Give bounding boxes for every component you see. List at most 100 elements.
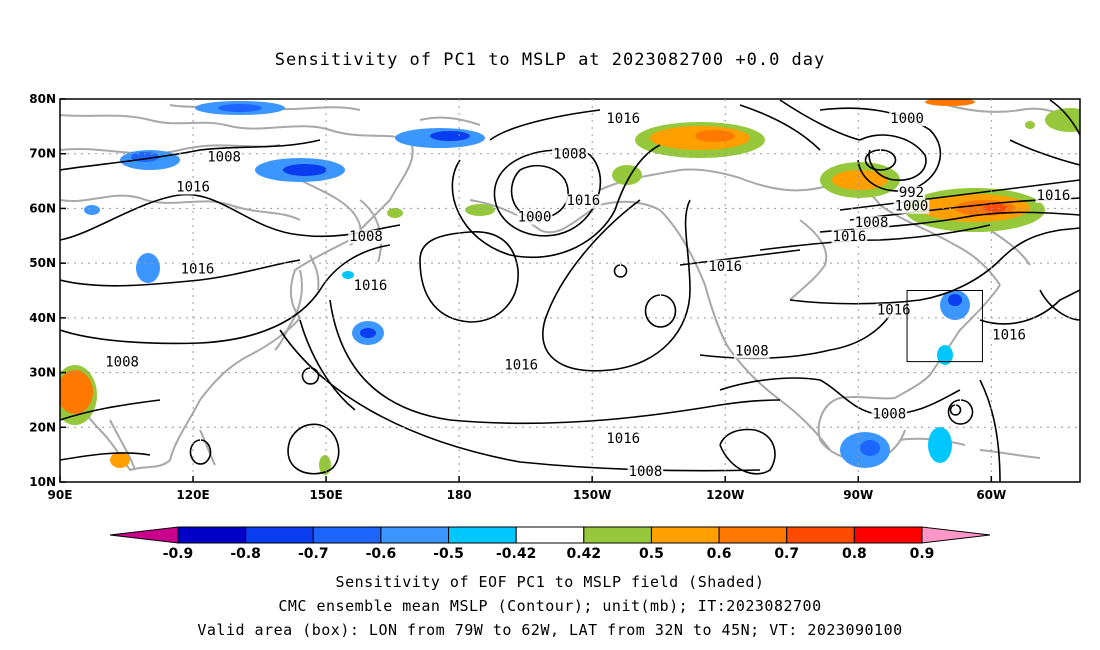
contour-label: 1016	[354, 278, 388, 294]
lat-label: 20N	[29, 420, 56, 434]
contour-label-bg	[889, 112, 925, 127]
lon-label: 180	[447, 488, 472, 502]
latitude-labels: 80N 70N 60N 50N 40N 30N 20N 10N	[29, 92, 66, 489]
contour-label: 1016	[504, 357, 538, 373]
contour-label-bg	[206, 150, 242, 165]
contour-label-bg	[605, 112, 642, 127]
lat-label: 50N	[29, 256, 56, 270]
contour-label-bg	[991, 328, 1027, 343]
contour-label: 1000	[895, 199, 929, 215]
contour-label-bg	[175, 180, 211, 195]
colorbar-swatch	[245, 526, 314, 544]
colorbar-label: -0.8	[230, 546, 261, 562]
colorbar-label: 0.42	[567, 546, 602, 562]
lon-label: 60W	[976, 488, 1006, 502]
caption-line-1: Sensitivity of EOF PC1 to MSLP field (Sh…	[335, 573, 765, 591]
contour-label-bg	[516, 210, 553, 225]
colorbar-swatch	[786, 526, 855, 544]
colorbar-label: -0.9	[163, 546, 194, 562]
colorbar-swatch	[853, 526, 923, 544]
contour-label-bg	[503, 358, 540, 373]
contour-label: 1016	[181, 262, 215, 278]
lon-label: 150E	[309, 488, 342, 502]
caption-line-3: Valid area (box): LON from 79W to 62W, L…	[197, 621, 903, 639]
coastlines	[60, 99, 1080, 472]
colorbar-label: 0.6	[707, 546, 732, 562]
contour-label: 1016	[606, 111, 640, 127]
map-frame	[59, 98, 1081, 483]
contour-label: 1008	[629, 464, 663, 480]
lon-label: 90W	[843, 488, 873, 502]
contour-label: 1008	[349, 229, 383, 245]
contour-label-bg	[853, 216, 890, 231]
contour-label: 1016	[606, 431, 640, 447]
colorbar-label: 0.5	[639, 546, 664, 562]
contour-label-bg	[871, 407, 908, 422]
contour-label-bg	[179, 262, 216, 277]
colorbar-label: 0.8	[842, 546, 867, 562]
contour-label: 1016	[833, 229, 867, 245]
contour-label: 1008	[855, 215, 889, 231]
contour-label-bg	[893, 199, 930, 214]
lat-label: 70N	[29, 147, 56, 161]
contour-label: 1008	[105, 355, 139, 371]
longitude-labels: 90E 120E 150E 180 150W 120W 90W 60W	[48, 476, 1006, 502]
contour-label: 1008	[207, 149, 241, 165]
colorbar-swatch	[448, 526, 517, 544]
contour-label-bg	[552, 147, 588, 162]
lat-label: 60N	[29, 201, 56, 215]
contour-label-bg	[875, 303, 912, 318]
contour-label: 1008	[735, 344, 769, 360]
lon-label: 90E	[48, 488, 73, 502]
contour-label-bg	[352, 279, 389, 294]
contour-label: 1000	[890, 111, 924, 127]
contour-label: 1016	[992, 327, 1026, 343]
colorbar-label: -0.6	[366, 546, 397, 562]
contour-label: 1008	[553, 147, 587, 163]
lon-label: 120W	[706, 488, 744, 502]
contour-label: 1000	[518, 210, 552, 226]
contour-label-bg	[733, 344, 770, 359]
lat-label: 30N	[29, 366, 56, 380]
colorbar-label: 0.9	[910, 546, 935, 562]
colorbar-label: -0.5	[433, 546, 464, 562]
contour-label: 1016	[1037, 188, 1071, 204]
colorbar-swatch	[718, 526, 788, 544]
contour-label: 992	[899, 185, 924, 201]
lat-label: 40N	[29, 311, 56, 325]
contour-label: 1016	[566, 193, 600, 209]
lat-label: 10N	[29, 475, 56, 489]
contour-label: 1016	[708, 259, 742, 275]
contour-label: 1016	[877, 303, 911, 319]
colorbar-swatch	[650, 526, 720, 544]
lon-label: 150W	[573, 488, 611, 502]
contour-label: 1016	[176, 180, 210, 196]
colorbar-swatch	[515, 526, 585, 544]
colorbar-label: 0.7	[774, 546, 799, 562]
colorbar-swatch	[177, 526, 247, 544]
contour-label-bg	[831, 229, 868, 244]
contour-label-bg	[348, 229, 384, 244]
caption-line-2: CMC ensemble mean MSLP (Contour); unit(m…	[278, 597, 822, 615]
colorbar-swatch	[583, 526, 652, 544]
lat-label: 80N	[29, 92, 56, 106]
contour-label-bg	[565, 194, 602, 209]
colorbar-label: -0.42	[496, 546, 536, 562]
contour-label-bg	[104, 355, 140, 370]
colorbar-label: -0.7	[298, 546, 329, 562]
colorbar-low-extend	[109, 526, 179, 544]
contour-label-bg	[707, 259, 744, 274]
colorbar: -0.9 -0.8 -0.7 -0.6 -0.5 -0.42 0.42 0.5 0.6 0.7 0.…	[109, 526, 991, 562]
sensitivity-shading	[60, 99, 1080, 475]
contour-label-bg	[605, 432, 642, 447]
map-title: Sensitivity of PC1 to MSLP at 2023082700…	[274, 50, 826, 70]
contour-label-bg	[897, 186, 926, 201]
contour-label-bg	[627, 465, 664, 480]
lon-label: 120E	[176, 488, 209, 502]
colorbar-swatch	[312, 526, 382, 544]
valid-area-box	[906, 290, 983, 363]
colorbar-high-extend	[921, 526, 991, 544]
contour-label-bg	[1035, 188, 1072, 203]
